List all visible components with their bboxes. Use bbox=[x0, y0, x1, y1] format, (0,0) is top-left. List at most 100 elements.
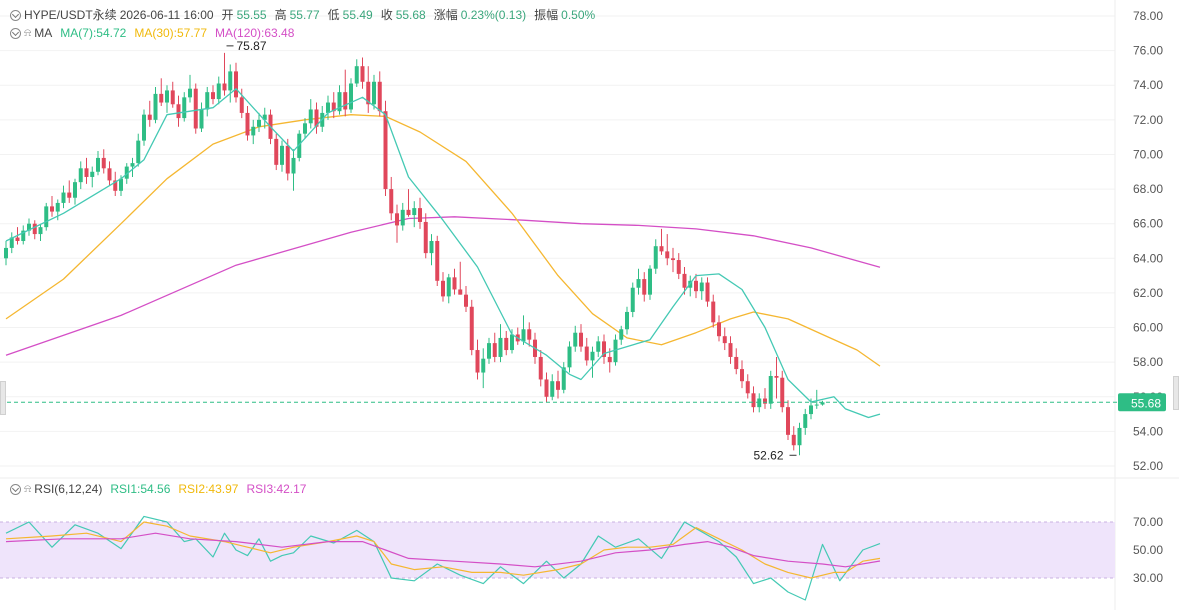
candle-body bbox=[55, 202, 60, 212]
right-scroll-handle[interactable] bbox=[1173, 376, 1179, 410]
candle-body bbox=[607, 356, 612, 363]
candle-body bbox=[602, 341, 606, 357]
candle-body bbox=[38, 227, 43, 235]
candle-body bbox=[360, 66, 365, 82]
candle-body bbox=[193, 88, 198, 129]
candle-body bbox=[671, 258, 675, 261]
price-tick-label: 52.00 bbox=[1133, 459, 1163, 473]
candle-body bbox=[809, 405, 813, 415]
candle-body bbox=[653, 246, 658, 269]
candle-body bbox=[498, 337, 503, 357]
candle-body bbox=[349, 83, 353, 110]
candle-body bbox=[199, 109, 204, 129]
candle-body bbox=[682, 273, 687, 288]
close-label: 收 bbox=[380, 8, 393, 22]
candle-body bbox=[176, 104, 181, 119]
candle-body bbox=[50, 206, 54, 212]
last-price-badge bbox=[1118, 393, 1166, 412]
candle-body bbox=[308, 109, 313, 124]
candle-body bbox=[216, 83, 221, 100]
candle-body bbox=[527, 329, 532, 340]
candle-body bbox=[15, 237, 20, 241]
rsi-tick-label: 50.00 bbox=[1133, 543, 1163, 557]
candle-body bbox=[619, 329, 624, 340]
price-tick-label: 58.00 bbox=[1133, 355, 1163, 369]
rsi-bell-icon[interactable]: ⍾ bbox=[24, 483, 32, 495]
candle-body bbox=[32, 223, 37, 235]
candle-body bbox=[153, 93, 158, 120]
candle-body bbox=[73, 182, 77, 198]
candle-body bbox=[251, 126, 256, 136]
candle-body bbox=[510, 334, 514, 351]
candle-body bbox=[452, 277, 457, 290]
candle-body bbox=[780, 377, 785, 408]
candle-body bbox=[211, 92, 215, 100]
candle-body bbox=[722, 336, 727, 344]
rsi-line-rsi2 bbox=[5, 521, 881, 579]
candle-body bbox=[9, 237, 14, 248]
candle-body bbox=[406, 209, 411, 216]
rsi2-legend: RSI2:43.97 bbox=[178, 482, 239, 496]
candle-datetime: 2026-06-11 16:00 bbox=[119, 8, 214, 22]
candle-body bbox=[573, 332, 578, 347]
candle-body bbox=[4, 247, 8, 259]
candle-body bbox=[354, 66, 359, 84]
candle-body bbox=[234, 71, 238, 98]
candle-body bbox=[285, 145, 290, 174]
rsi-line-rsi1 bbox=[5, 515, 881, 601]
price-tick-label: 70.00 bbox=[1133, 147, 1163, 161]
price-tick-label: 66.00 bbox=[1133, 217, 1163, 231]
rsi-collapse-toggle-icon[interactable] bbox=[10, 483, 21, 495]
last-price-value: 55.68 bbox=[1131, 396, 1161, 410]
max-price-label: 75.87 bbox=[237, 39, 267, 53]
candle-body bbox=[556, 381, 560, 390]
candle-body bbox=[768, 376, 773, 404]
candle-body bbox=[343, 92, 348, 110]
candle-body bbox=[205, 92, 210, 110]
candle-body bbox=[372, 81, 376, 105]
candle-body bbox=[469, 306, 474, 351]
candle-body bbox=[113, 180, 118, 191]
ma-indicator-label[interactable]: MA bbox=[34, 26, 53, 40]
candle-body bbox=[90, 171, 95, 177]
ma120-path bbox=[5, 216, 881, 356]
candle-body bbox=[136, 140, 141, 164]
candle-body bbox=[446, 277, 451, 297]
candle-body bbox=[130, 163, 135, 167]
candle-body bbox=[487, 343, 491, 359]
candle-body bbox=[579, 332, 583, 347]
candle-body bbox=[395, 213, 399, 226]
price-tick-label: 68.00 bbox=[1133, 182, 1163, 196]
ma7-path bbox=[5, 88, 881, 419]
bell-icon[interactable]: ⍾ bbox=[24, 27, 32, 39]
candle-body bbox=[803, 414, 808, 428]
ma120-line bbox=[5, 216, 881, 356]
candle-body bbox=[84, 168, 89, 177]
collapse-toggle-icon[interactable] bbox=[10, 9, 21, 21]
left-scroll-handle[interactable] bbox=[0, 381, 6, 415]
candle-body bbox=[590, 351, 595, 361]
candle-body bbox=[596, 341, 601, 352]
ma-collapse-toggle-icon[interactable] bbox=[10, 27, 21, 39]
candle-body bbox=[481, 358, 486, 373]
candle-body bbox=[774, 376, 779, 378]
candle-body bbox=[699, 282, 704, 292]
price-markers: 75.87 52.62 55.68 bbox=[0, 39, 1166, 462]
candle-body bbox=[331, 102, 336, 112]
candle-body bbox=[262, 114, 267, 120]
candle-body bbox=[337, 92, 342, 112]
candle-body bbox=[630, 287, 635, 312]
rsi-indicator-label[interactable]: RSI(6,12,24) bbox=[34, 482, 103, 496]
rsi-tick-label: 70.00 bbox=[1133, 515, 1163, 529]
price-tick-label: 72.00 bbox=[1133, 113, 1163, 127]
candle-body bbox=[550, 381, 555, 397]
price-tick-label: 54.00 bbox=[1133, 424, 1163, 438]
candle-body bbox=[717, 322, 721, 337]
price-tick-label: 64.00 bbox=[1133, 251, 1163, 265]
candle-body bbox=[694, 280, 698, 292]
candle-body bbox=[538, 356, 543, 380]
low-label: 低 bbox=[327, 8, 340, 22]
rsi-panel: 70.00 50.00 30.00 bbox=[0, 515, 1163, 601]
